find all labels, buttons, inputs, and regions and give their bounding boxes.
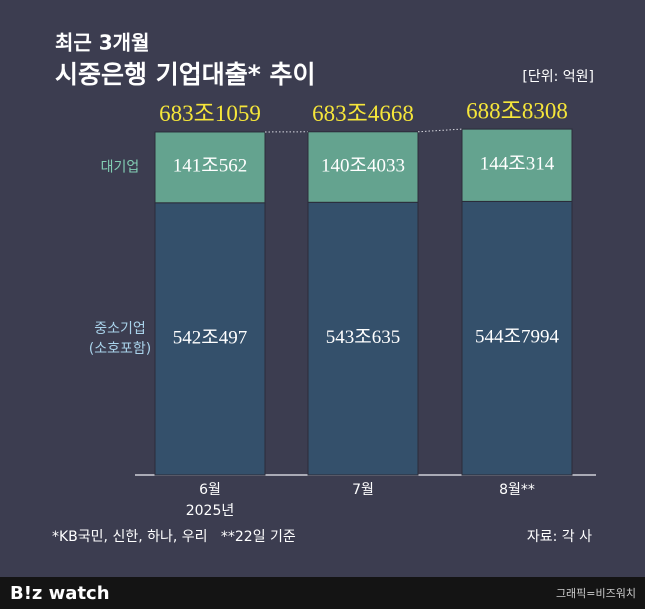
x-tick-label: 7월 [352, 482, 374, 498]
bar-segment [307, 131, 419, 203]
value-label: 144조314 [480, 154, 555, 175]
legend-label: 중소기업 (소호포함) [89, 321, 151, 357]
bar-segment [461, 200, 573, 476]
total-label: 683조4668 [312, 101, 414, 126]
value-label: 543조635 [326, 327, 400, 348]
total-label: 683조1059 [159, 101, 261, 126]
unit-label: [단위: 억원] [522, 69, 594, 85]
total-label: 688조8308 [466, 98, 568, 123]
x-note: 2025년 [186, 503, 235, 519]
x-tick-label: 6월 [199, 482, 221, 498]
bar-segment [461, 128, 573, 202]
footer-bar [0, 577, 645, 609]
value-label: 544조7994 [475, 327, 559, 348]
credit: 그래픽=비즈워치 [556, 587, 636, 600]
bar-segment [307, 201, 419, 476]
bar-segment [154, 202, 266, 476]
bar-segment [154, 131, 266, 204]
value-label: 141조562 [173, 156, 247, 177]
connector [417, 128, 463, 133]
brand: B!z watch [10, 583, 110, 604]
value-label: 140조4033 [321, 155, 405, 176]
footnote: *KB국민, 신한, 하나, 우리 **22일 기준 [52, 529, 296, 545]
chart-title: 시중은행 기업대출* 추이 [55, 60, 315, 89]
legend-label: 대기업 [101, 159, 140, 175]
source: 자료: 각 사 [527, 529, 592, 545]
value-label: 542조497 [173, 327, 247, 348]
x-tick-label: 8월** [499, 482, 535, 498]
chart-title: 최근 3개월 [55, 31, 149, 55]
